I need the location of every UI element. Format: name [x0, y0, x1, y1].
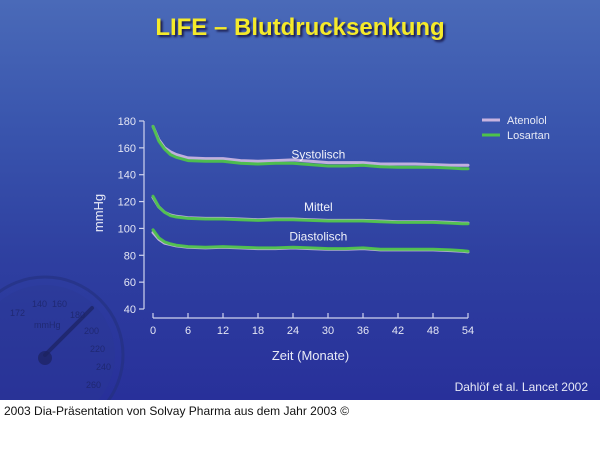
x-tick-label: 30: [322, 325, 334, 337]
y-tick-label: 100: [118, 223, 136, 235]
slide: 172 140 160 180 200 220 240 260 mmHg LIF…: [0, 0, 600, 400]
x-tick-label: 24: [287, 325, 299, 337]
y-tick-label: 140: [118, 170, 136, 182]
x-tick-label: 48: [427, 325, 439, 337]
y-tick-label: 120: [118, 197, 136, 209]
legend-label-atenolol: Atenolol: [507, 115, 547, 127]
y-tick-label: 180: [118, 116, 136, 128]
x-axis-label: Zeit (Monate): [272, 348, 349, 363]
annotation-systolisch: Systolisch: [291, 148, 345, 162]
citation: Dahlöf et al. Lancet 2002: [454, 380, 588, 394]
x-tick-label: 36: [357, 325, 369, 337]
y-axis-label: mmHg: [91, 194, 106, 232]
y-tick-label: 60: [124, 277, 136, 289]
slide-title: LIFE – Blutdrucksenkung: [155, 14, 445, 41]
x-tick-label: 54: [462, 325, 474, 337]
footer-caption: 2003 Dia-Präsentation von Solvay Pharma …: [4, 404, 350, 418]
x-tick-label: 0: [150, 325, 156, 337]
y-tick-label: 160: [118, 143, 136, 155]
x-tick-label: 6: [185, 325, 191, 337]
annotation-mittel: Mittel: [304, 200, 333, 214]
annotation-diastolisch: Diastolisch: [289, 230, 347, 244]
series-line-atenolol-systolisch: [151, 124, 470, 167]
y-tick-label: 40: [124, 304, 136, 316]
legend-label-losartan: Losartan: [507, 130, 550, 142]
series-line-losartan-mittel: [151, 194, 470, 226]
series-line-losartan-systolisch: [151, 124, 470, 171]
series-line-losartan-diastolisch: [151, 228, 470, 253]
line-chart: 40 60 80 100 120 140 160 180 0 6 12 18 24 30 36 42 48 54 Z…: [91, 115, 550, 363]
x-tick-label: 12: [217, 325, 229, 337]
x-tick-label: 42: [392, 325, 404, 337]
y-tick-label: 80: [124, 250, 136, 262]
x-tick-label: 18: [252, 325, 264, 337]
